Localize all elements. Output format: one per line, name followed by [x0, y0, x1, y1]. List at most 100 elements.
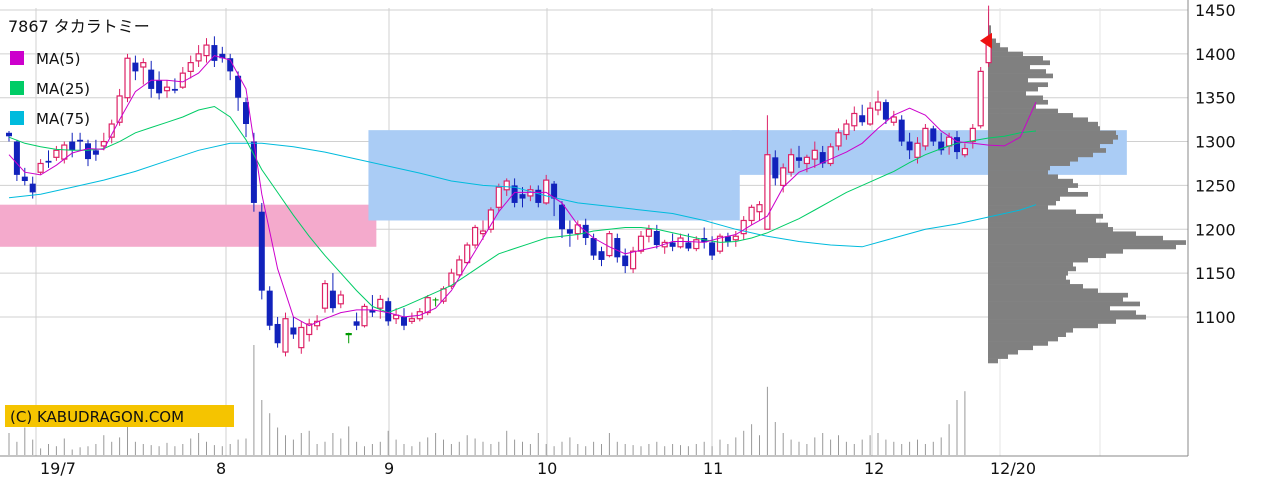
candle-body	[266, 290, 273, 326]
candle-body	[645, 228, 653, 237]
profile-bar	[988, 191, 1088, 197]
volume-bars	[8, 345, 966, 455]
candle-body	[622, 255, 629, 267]
candle-body	[945, 136, 953, 147]
candle-body	[479, 230, 487, 235]
profile-bar	[988, 77, 1028, 83]
profile-bar	[988, 178, 1073, 184]
candle-body	[890, 116, 897, 123]
profile-bar	[988, 108, 1058, 114]
candle-body	[85, 143, 91, 160]
profile-bar	[988, 56, 1043, 61]
y-tick-label: 1200	[1195, 220, 1236, 239]
profile-bar	[988, 121, 1098, 127]
profile-bar	[988, 218, 1096, 223]
candle-body	[961, 147, 969, 156]
candle-body	[282, 318, 289, 353]
profile-bar	[988, 126, 1100, 131]
chart-title: 7867 タカラトミー	[8, 17, 150, 36]
candle-body	[345, 333, 352, 336]
candle-body	[566, 229, 573, 234]
legend-swatch-ma25	[10, 81, 24, 95]
profile-bar	[988, 130, 1116, 136]
profile-bar	[988, 156, 1078, 162]
candle-body	[77, 139, 84, 142]
candle-body	[171, 88, 178, 91]
candle-body	[219, 53, 226, 59]
profile-bar	[988, 284, 1083, 289]
profile-bar	[988, 99, 1048, 105]
candle-body	[764, 154, 771, 230]
copyright-badge	[5, 405, 234, 427]
candle-body	[369, 309, 376, 313]
profile-bar	[988, 47, 1008, 52]
profile-bar	[988, 170, 1048, 175]
candle-body	[598, 251, 605, 260]
candle-body	[227, 58, 234, 72]
profile-bar	[988, 349, 1018, 355]
candle-body	[92, 150, 99, 155]
candle-body	[677, 237, 684, 248]
x-tick-label: 12	[864, 459, 884, 478]
profile-bar	[988, 240, 1186, 245]
profile-bar	[988, 297, 1123, 302]
profile-bar	[988, 143, 1100, 149]
candle-body	[448, 272, 455, 287]
profile-bar	[988, 82, 1048, 88]
profile-bar	[988, 117, 1088, 123]
candle-body	[874, 101, 882, 111]
candle-body	[614, 238, 621, 258]
candle-body	[21, 176, 28, 182]
candle-body	[61, 144, 68, 160]
candle-body	[337, 294, 344, 305]
y-tick-label: 1150	[1195, 264, 1236, 283]
candle-body	[669, 242, 676, 247]
candle-body	[258, 211, 265, 291]
candle-body	[401, 316, 407, 326]
candle-body	[298, 326, 305, 349]
y-tick-label: 1450	[1195, 1, 1236, 20]
candle-body	[29, 183, 36, 193]
candle-body	[930, 128, 937, 142]
candle-body	[140, 62, 147, 68]
profile-bar	[988, 332, 1066, 337]
candle-body	[653, 231, 660, 246]
candle-body	[819, 152, 826, 164]
range-band	[0, 204, 377, 247]
profile-bar	[988, 358, 998, 364]
candle-body	[954, 137, 960, 153]
candle-body	[37, 162, 44, 173]
y-tick-label: 1300	[1195, 133, 1236, 152]
y-tick-label: 1350	[1195, 89, 1236, 108]
candle-body	[456, 259, 463, 276]
candle-body	[709, 242, 716, 256]
candle-body	[827, 146, 834, 165]
candle-body	[124, 57, 131, 99]
candle-body	[748, 206, 755, 222]
candle-body	[559, 204, 565, 230]
candle-body	[843, 123, 850, 136]
candle-body	[977, 70, 984, 127]
candle-body	[685, 242, 692, 249]
profile-bar	[988, 257, 1088, 263]
profile-bar	[988, 314, 1146, 320]
candle-body	[811, 149, 818, 160]
candle-body	[53, 149, 60, 158]
profile-bar	[988, 187, 1068, 193]
profile-bar	[988, 183, 1078, 188]
candle-body	[243, 102, 249, 125]
profile-bar	[988, 51, 1023, 57]
candle-body	[424, 297, 431, 314]
candle-body	[377, 298, 384, 309]
candle-body	[290, 327, 297, 335]
candle-body	[740, 219, 747, 235]
profile-bar	[988, 248, 1123, 254]
profile-bar	[988, 213, 1103, 219]
candle-body	[361, 305, 368, 327]
profile-bar	[988, 174, 1058, 180]
profile-bar	[988, 148, 1106, 153]
candle-body	[724, 236, 731, 242]
ma-line-ma75	[8, 142, 1037, 248]
profile-bar	[988, 305, 1110, 311]
